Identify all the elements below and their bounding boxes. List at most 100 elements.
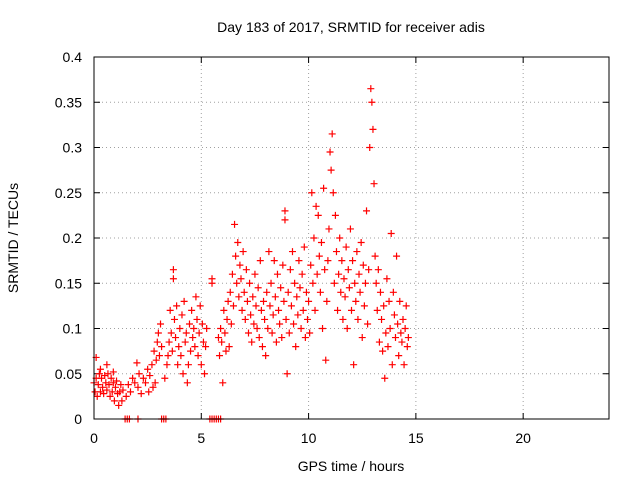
data-point	[224, 297, 232, 305]
data-point	[351, 279, 359, 287]
data-point	[194, 352, 202, 360]
data-point	[261, 315, 269, 323]
data-point	[384, 343, 392, 351]
data-point	[182, 329, 190, 337]
data-point	[203, 325, 211, 332]
data-point	[403, 343, 411, 351]
data-point	[286, 266, 294, 274]
data-point	[387, 229, 395, 237]
data-point	[167, 329, 175, 337]
data-point	[298, 270, 306, 278]
data-point	[290, 320, 298, 328]
data-point	[152, 356, 160, 364]
data-point	[306, 329, 314, 337]
data-point	[176, 325, 184, 332]
data-point	[391, 334, 399, 342]
data-point	[382, 329, 390, 337]
data-point	[202, 343, 210, 351]
data-point	[133, 359, 141, 367]
data-point	[99, 383, 107, 391]
data-point	[323, 297, 331, 305]
data-point	[355, 270, 363, 278]
data-point	[360, 302, 368, 310]
y-tick-label: 0.3	[63, 140, 83, 156]
data-point	[393, 252, 401, 260]
data-point	[339, 315, 347, 323]
y-tick-label: 0.4	[63, 49, 83, 65]
tick-labels: 0 0.05 0.1 0.15 0.2 0.25 0.3 0.35 0.4 0 5 10 15 20	[55, 49, 531, 446]
data-point	[309, 279, 317, 287]
data-point	[364, 320, 372, 328]
data-point	[378, 315, 386, 323]
data-point	[373, 306, 381, 314]
data-point	[350, 361, 358, 369]
data-point	[262, 352, 270, 360]
data-point	[126, 388, 134, 396]
data-point	[271, 293, 279, 301]
data-point	[346, 225, 354, 233]
data-point	[321, 266, 329, 274]
data-point	[270, 257, 278, 265]
data-point	[273, 270, 281, 278]
data-point	[320, 184, 328, 192]
data-point	[310, 234, 318, 242]
data-point	[356, 288, 364, 296]
data-point	[158, 343, 166, 351]
data-point	[169, 275, 177, 283]
data-point	[352, 297, 360, 305]
data-point	[385, 297, 393, 305]
data-point	[251, 270, 259, 278]
data-point	[217, 325, 225, 332]
data-point	[173, 302, 181, 310]
data-point	[394, 320, 402, 328]
data-point	[214, 334, 222, 342]
data-point	[93, 392, 101, 400]
data-point	[367, 85, 375, 93]
data-point	[161, 374, 169, 382]
data-point	[276, 320, 284, 328]
data-point	[228, 270, 236, 278]
data-point	[240, 288, 248, 296]
data-point	[94, 381, 102, 389]
data-point	[137, 390, 145, 398]
data-point	[208, 275, 216, 283]
data-point	[344, 266, 352, 274]
data-point	[399, 315, 407, 323]
data-point	[216, 352, 224, 360]
data-point	[372, 279, 380, 287]
data-point	[221, 329, 229, 337]
data-point	[184, 361, 192, 369]
data-point	[174, 361, 182, 369]
data-point	[307, 261, 315, 269]
data-point	[247, 311, 255, 319]
data-point	[201, 370, 209, 378]
data-point	[170, 315, 178, 323]
data-point	[398, 338, 406, 346]
data-point	[154, 329, 162, 337]
data-point	[295, 257, 303, 265]
data-point	[278, 334, 286, 342]
data-points	[90, 85, 412, 423]
data-point	[246, 279, 254, 287]
data-point	[242, 266, 250, 274]
data-point	[198, 320, 206, 328]
data-point	[188, 306, 196, 314]
data-point	[272, 338, 280, 346]
data-point	[169, 266, 177, 274]
data-point	[229, 302, 237, 310]
data-point	[376, 288, 384, 296]
data-point	[334, 306, 342, 314]
data-point	[266, 302, 274, 310]
data-point	[222, 347, 230, 355]
plot-frame	[93, 56, 610, 420]
data-point	[296, 284, 304, 292]
data-point	[241, 315, 249, 323]
data-point	[368, 98, 376, 106]
data-point	[191, 343, 199, 351]
data-point	[109, 368, 117, 376]
data-point	[119, 386, 127, 394]
grid	[94, 57, 609, 419]
data-point	[260, 297, 268, 305]
y-tick-label: 0.25	[55, 185, 82, 201]
data-point	[108, 388, 116, 396]
